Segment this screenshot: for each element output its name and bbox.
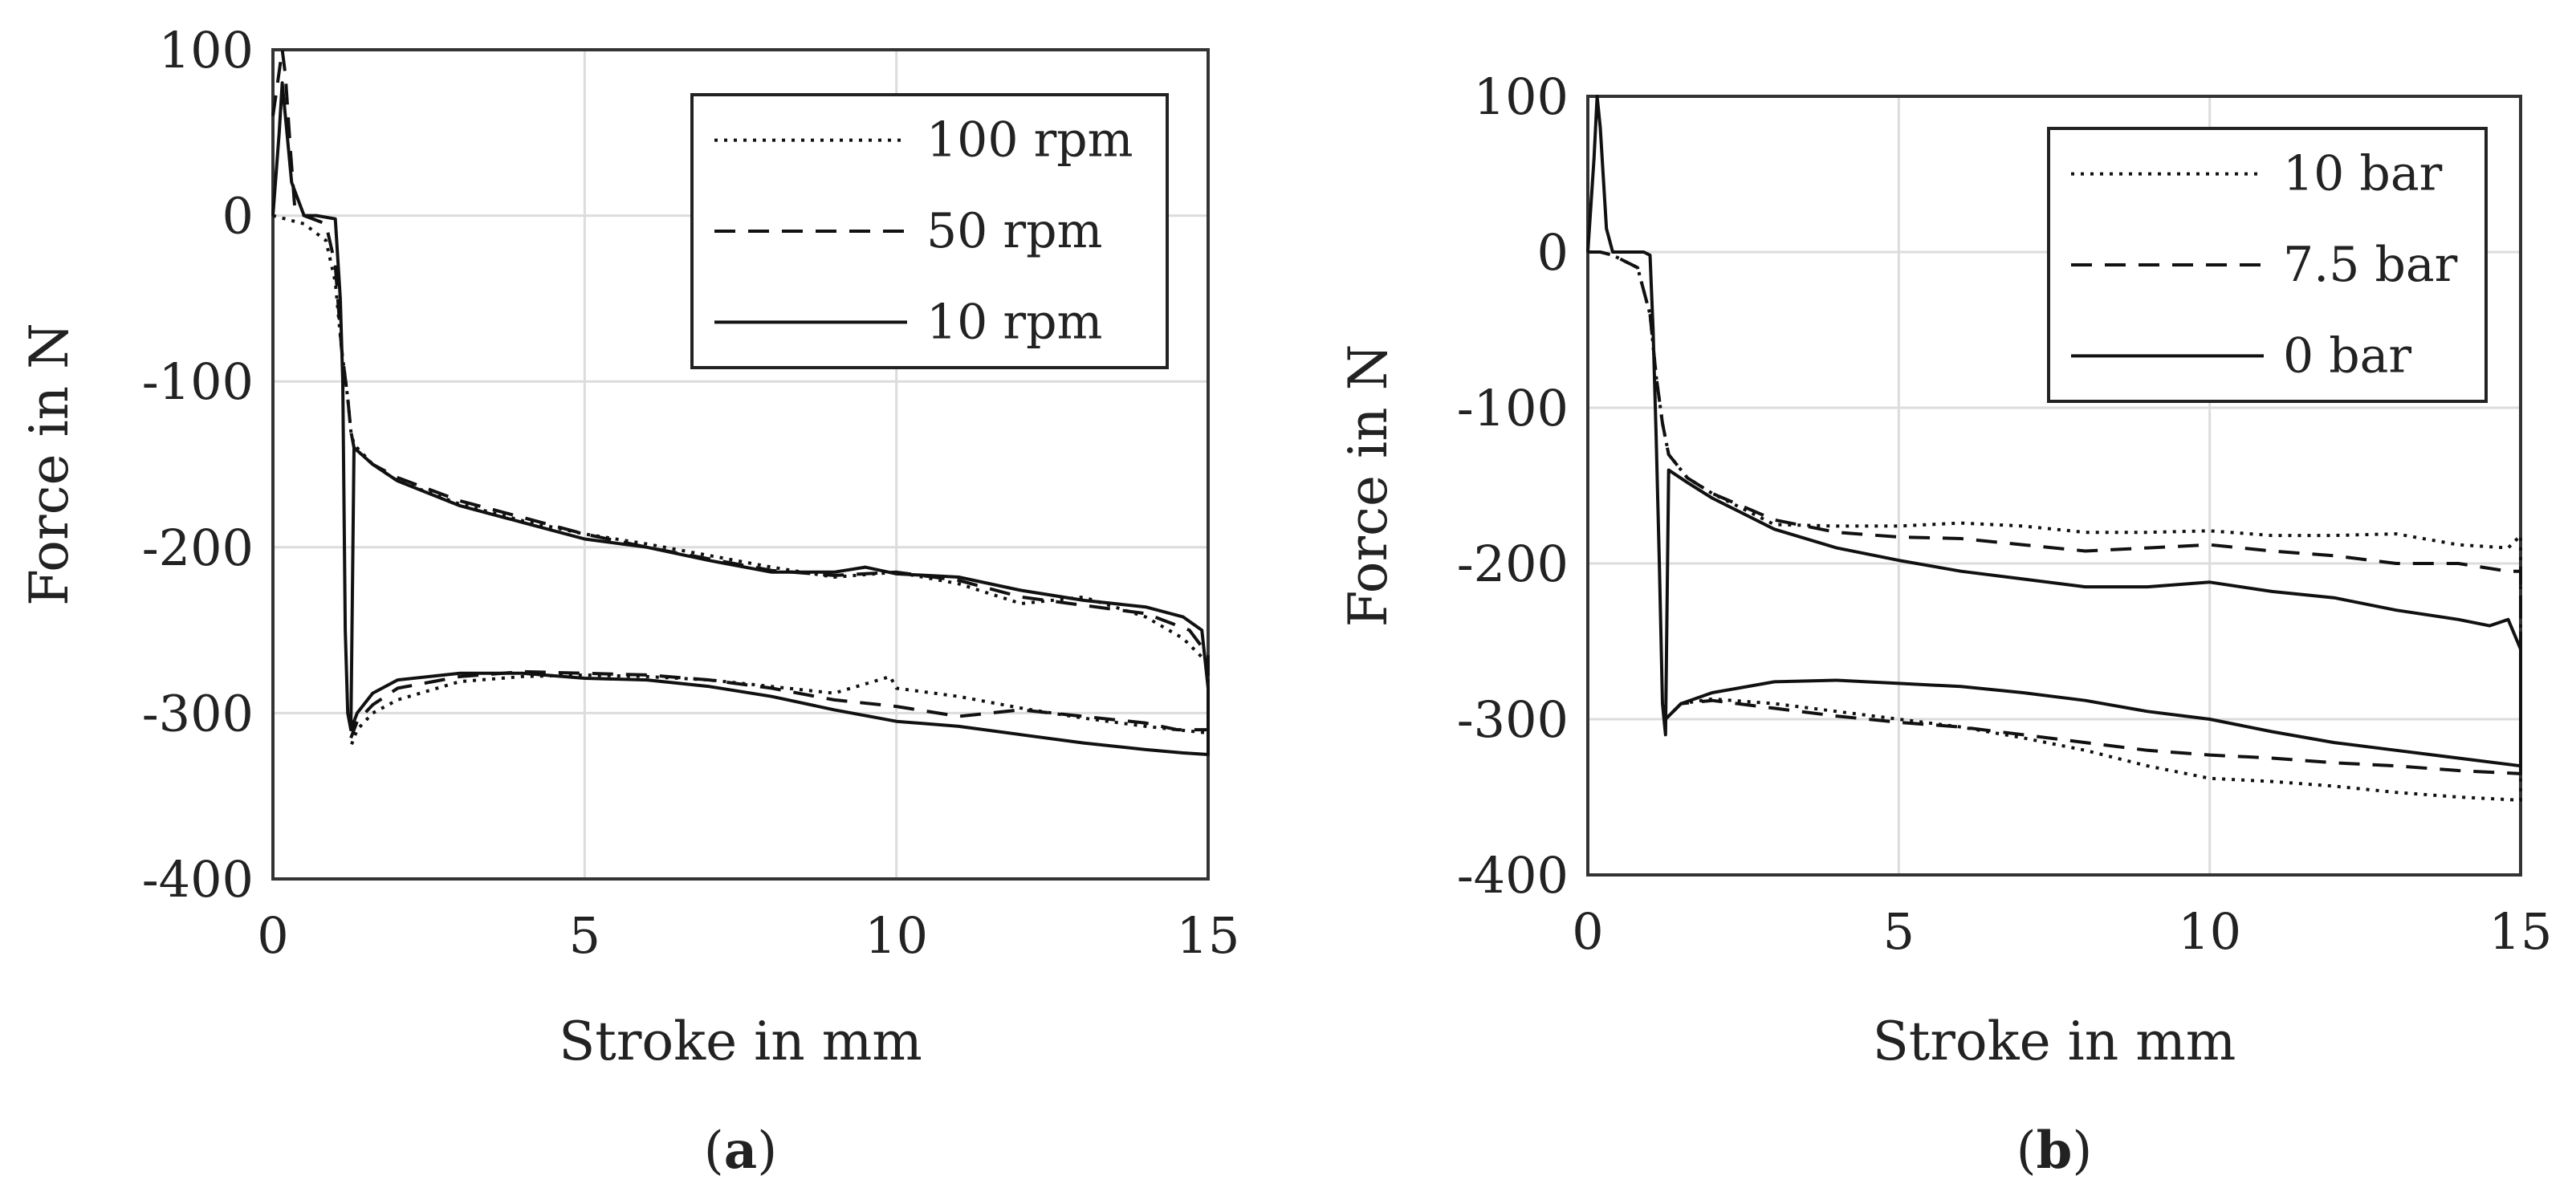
x-tick-label: 5 [1883,902,1915,961]
series-line-solid [271,81,1210,756]
panel-label: (a) [704,1121,777,1181]
legend-label: 10 bar [2283,146,2443,202]
y-tick-label: -300 [1457,690,1569,749]
x-tick-label: 15 [1177,906,1240,965]
x-tick-label: 10 [865,906,928,965]
y-tick-label: 100 [1474,67,1569,126]
y-tick-label: -200 [1457,535,1569,593]
series-line-solid [1586,95,2522,768]
y-tick-label: -200 [142,519,254,577]
plot-area-frame [271,48,1210,881]
x-tick-label: 0 [1572,902,1603,961]
series-line-dashed [1588,250,2522,775]
y-axis-title: Force in N [18,323,80,606]
y-tick-label: -100 [142,352,254,411]
x-tick-label: 10 [2178,902,2241,961]
y-tick-label: 0 [1537,223,1569,282]
x-axis-title: Stroke in mm [559,1011,922,1072]
y-tick-label: 0 [222,187,254,246]
y-tick-label: -300 [142,684,254,742]
legend-label: 10 rpm [926,294,1102,350]
plot-area-frame [1586,95,2522,877]
legend: 100 rpm 50 rpm 10 rpm [690,93,1169,369]
legend: 10 bar 7.5 bar 0 bar [2047,127,2488,403]
y-tick-label: -400 [142,850,254,909]
x-axis-title: Stroke in mm [1873,1011,2236,1072]
y-axis-title: Force in N [1337,344,1399,628]
x-tick-label: 5 [569,906,600,965]
x-tick-label: 0 [257,906,288,965]
legend-label: 50 rpm [926,203,1102,259]
legend-label: 7.5 bar [2283,237,2458,293]
series-line-dotted [272,214,1210,747]
panel-label: (b) [2016,1121,2093,1181]
series-line-dashed [271,48,1210,739]
legend-label: 100 rpm [926,112,1133,169]
y-tick-label: -400 [1457,846,1569,905]
legend-label: 0 bar [2283,327,2411,384]
x-tick-label: 15 [2489,902,2553,961]
y-tick-label: 100 [159,21,254,79]
y-tick-label: -100 [1457,379,1569,437]
